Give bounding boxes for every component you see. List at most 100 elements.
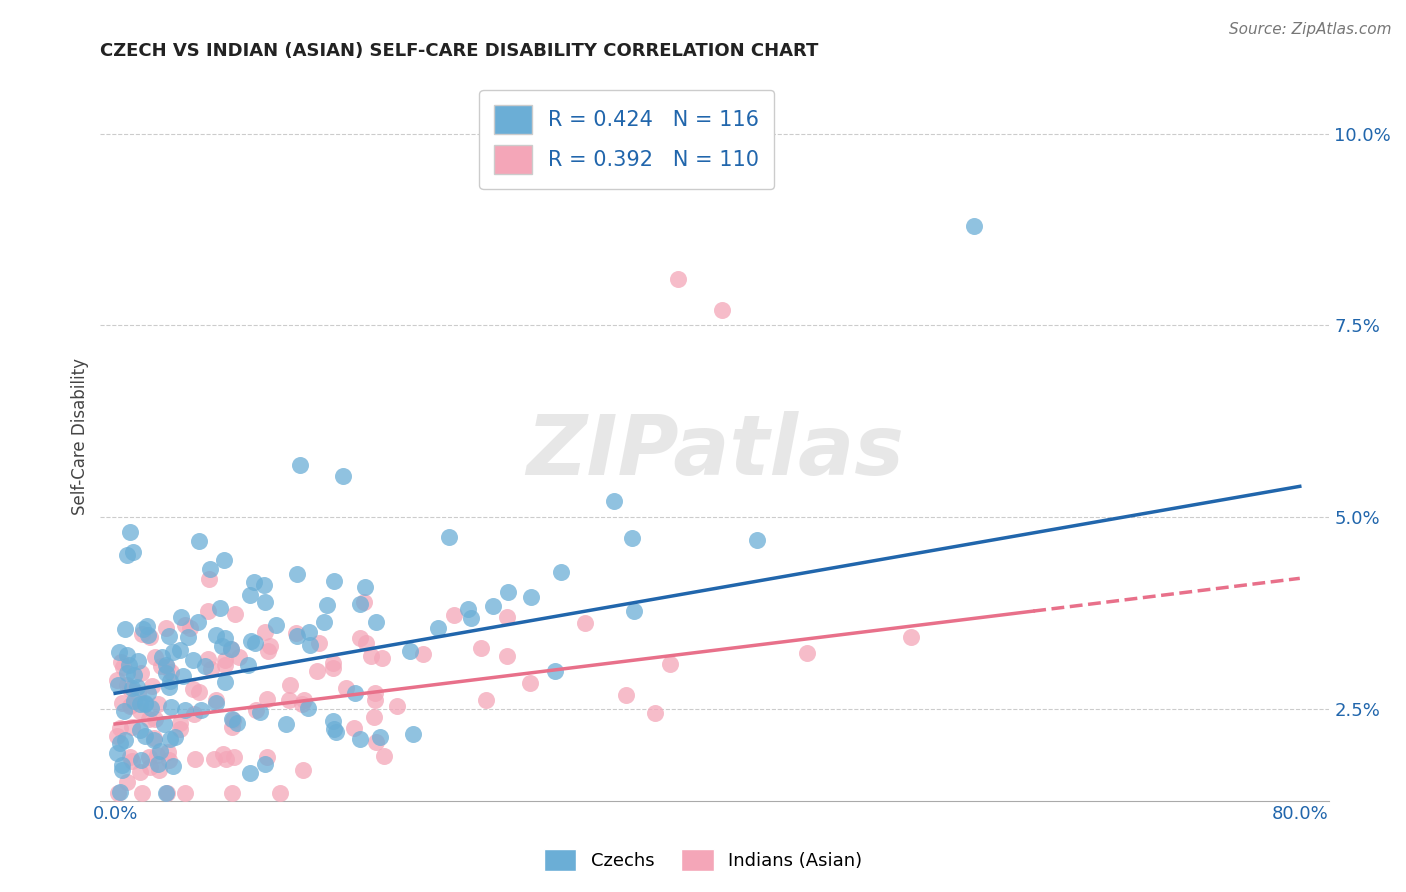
Point [457, 602, 479, 616]
Point [110, 655, 132, 669]
Point [219, 642, 242, 657]
Point [278, 693, 301, 707]
Text: CZECH VS INDIAN (ASIAN) SELF-CARE DISABILITY CORRELATION CHART: CZECH VS INDIAN (ASIAN) SELF-CARE DISABI… [100, 42, 818, 60]
Point [194, 658, 217, 673]
Point [118, 658, 141, 673]
Point [335, 681, 357, 695]
Point [291, 763, 314, 777]
Point [183, 653, 205, 667]
Point [354, 635, 377, 649]
Point [481, 599, 503, 614]
Point [148, 744, 170, 758]
Point [236, 657, 259, 672]
Point [219, 642, 242, 657]
Point [209, 601, 232, 615]
Point [254, 625, 277, 640]
Text: Source: ZipAtlas.com: Source: ZipAtlas.com [1229, 22, 1392, 37]
Point [148, 764, 170, 778]
Point [107, 678, 129, 692]
Point [155, 621, 177, 635]
Point [129, 723, 152, 737]
Point [214, 658, 236, 673]
Point [349, 597, 371, 611]
Point [666, 272, 689, 286]
Point [136, 627, 159, 641]
Point [495, 610, 517, 624]
Point [105, 729, 128, 743]
Point [120, 524, 142, 539]
Point [197, 652, 219, 666]
Point [169, 716, 191, 731]
Point [157, 681, 180, 695]
Point [108, 736, 131, 750]
Point [120, 699, 142, 714]
Point [363, 710, 385, 724]
Point [221, 786, 243, 800]
Point [142, 732, 165, 747]
Point [256, 692, 278, 706]
Point [157, 629, 180, 643]
Point [550, 565, 572, 579]
Point [121, 754, 143, 768]
Point [172, 668, 194, 682]
Point [149, 659, 172, 673]
Point [177, 630, 200, 644]
Point [245, 636, 267, 650]
Point [398, 644, 420, 658]
Point [163, 730, 186, 744]
Point [322, 656, 344, 670]
Point [349, 631, 371, 645]
Point [256, 749, 278, 764]
Point [239, 588, 262, 602]
Point [122, 544, 145, 558]
Point [287, 628, 309, 642]
Point [129, 704, 152, 718]
Point [111, 763, 134, 777]
Point [107, 786, 129, 800]
Point [200, 662, 222, 676]
Point [621, 532, 644, 546]
Legend: R = 0.424   N = 116, R = 0.392   N = 110: R = 0.424 N = 116, R = 0.392 N = 110 [479, 90, 773, 189]
Point [312, 615, 335, 630]
Point [134, 697, 156, 711]
Point [239, 765, 262, 780]
Point [366, 615, 388, 630]
Point [156, 659, 179, 673]
Point [291, 697, 314, 711]
Point [332, 468, 354, 483]
Point [280, 678, 302, 692]
Point [644, 706, 666, 720]
Point [373, 749, 395, 764]
Point [259, 639, 281, 653]
Point [322, 714, 344, 728]
Point [134, 696, 156, 710]
Point [148, 698, 170, 712]
Point [322, 574, 344, 588]
Point [427, 621, 450, 635]
Point [402, 727, 425, 741]
Point [153, 717, 176, 731]
Point [240, 634, 263, 648]
Point [128, 764, 150, 779]
Point [299, 638, 322, 652]
Point [574, 616, 596, 631]
Point [174, 618, 197, 632]
Point [155, 665, 177, 680]
Point [470, 641, 492, 656]
Point [363, 686, 385, 700]
Point [222, 713, 245, 727]
Point [112, 704, 135, 718]
Point [544, 664, 567, 678]
Point [211, 639, 233, 653]
Point [364, 734, 387, 748]
Point [257, 644, 280, 658]
Point [297, 701, 319, 715]
Point [120, 698, 142, 713]
Point [323, 723, 346, 737]
Point [169, 722, 191, 736]
Point [181, 682, 204, 697]
Point [344, 686, 367, 700]
Point [475, 693, 498, 707]
Point [105, 673, 128, 688]
Point [114, 623, 136, 637]
